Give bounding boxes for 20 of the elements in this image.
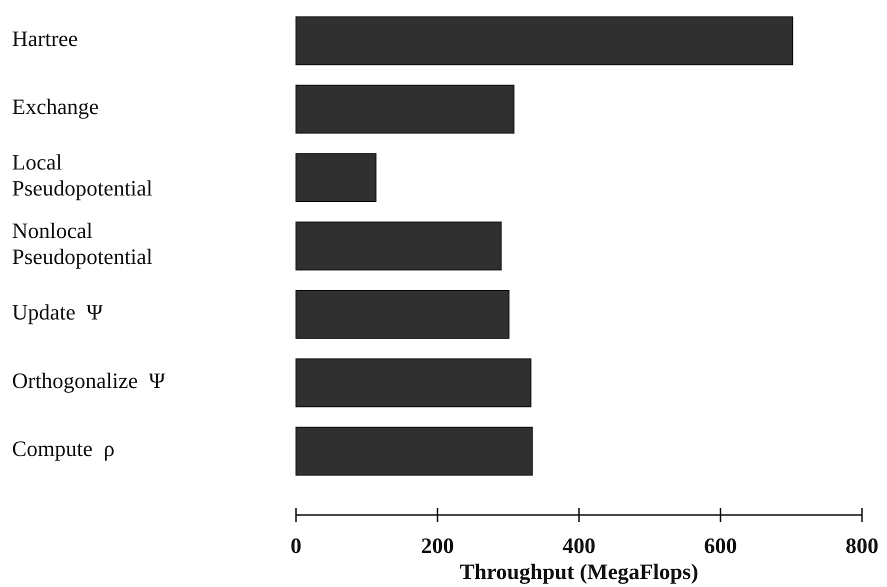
bar	[296, 84, 514, 134]
x-tick-label: 0	[290, 533, 302, 558]
x-tick-label: 400	[562, 533, 596, 558]
bar	[296, 153, 376, 202]
x-tick-label: 800	[846, 533, 878, 558]
bar	[296, 358, 532, 408]
y-tick-label: Compute ρ	[12, 436, 115, 462]
bar	[296, 222, 502, 270]
bar	[296, 290, 510, 339]
y-tick-label: Orthogonalize Ψ	[12, 368, 166, 393]
x-tick-label: 600	[704, 533, 737, 558]
y-tick-label: Hartree	[12, 26, 78, 51]
y-tick-label: Exchange	[12, 94, 99, 120]
y-tick-label: Local Pseudopotential	[12, 150, 153, 201]
x-tick-label: 200	[421, 533, 454, 558]
bar	[296, 426, 533, 476]
x-axis-title: Throughput (MegaFlops)	[460, 559, 698, 584]
y-tick-label: Update Ψ	[12, 299, 104, 324]
y-tick-label: Nonlocal Pseudopotential	[12, 218, 153, 270]
bar	[296, 16, 794, 66]
